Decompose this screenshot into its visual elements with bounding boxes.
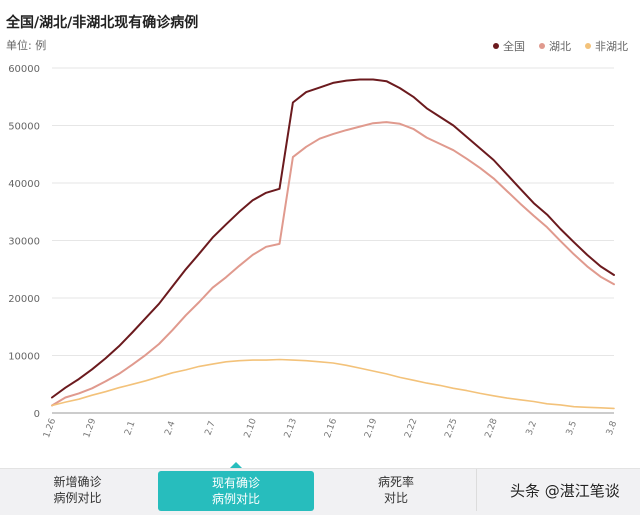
x-tick-label: 2.1 (123, 420, 137, 437)
x-tick-label: 2.10 (243, 417, 259, 440)
x-tick-label: 1.29 (82, 417, 98, 440)
y-tick-label: 30000 (8, 237, 40, 248)
series-line-non-hubei (51, 358, 615, 410)
x-tick-label: 2.16 (323, 417, 339, 440)
y-tick-label: 40000 (8, 179, 40, 190)
legend-dot-non-hubei (585, 43, 591, 49)
tab-current-confirmed[interactable]: 现有确诊 病例对比 (158, 471, 314, 511)
unit-label: 单位: 例 (6, 39, 47, 52)
legend-label-national: 全国 (503, 40, 525, 53)
tab-divider (476, 469, 477, 511)
x-tick-label: 2.19 (363, 417, 379, 440)
x-tick-label: 2.22 (403, 417, 419, 439)
x-tick-label: 3.8 (605, 420, 619, 437)
y-tick-label: 10000 (8, 352, 40, 363)
x-tick-label: 2.7 (204, 420, 218, 437)
tab-new-confirmed[interactable]: 新增确诊 病例对比 (53, 475, 102, 505)
legend-dot-national (493, 43, 499, 49)
x-tick-label: 3.5 (565, 420, 579, 437)
legend-item-national[interactable]: 全国 (493, 38, 525, 54)
x-tick-label: 2.13 (283, 417, 299, 439)
x-tick-label: 2.28 (484, 417, 500, 440)
x-tick-label: 1.26 (42, 417, 58, 440)
tab-bar: 新增确诊 病例对比 现有确诊 病例对比 病死率 对比 (0, 468, 640, 515)
legend-item-hubei[interactable]: 湖北 (539, 38, 571, 54)
chart-title: 全国/湖北/非湖北现有确诊病例 (6, 15, 199, 31)
x-tick-label: 2.4 (163, 420, 177, 437)
active-tab-pointer (230, 462, 242, 468)
x-tick-label: 2.25 (443, 417, 459, 439)
x-tick-label: 3.2 (525, 420, 539, 437)
legend-label-hubei: 湖北 (549, 40, 571, 53)
y-tick-label: 60000 (8, 64, 40, 75)
watermark: 头条 @湛江笔谈 (510, 482, 620, 500)
legend: 全国 湖北 非湖北 (493, 38, 628, 54)
series-line-hubei (51, 121, 615, 407)
y-tick-label: 0 (34, 409, 40, 420)
y-tick-label: 20000 (8, 294, 40, 305)
series-line-national (51, 78, 615, 399)
legend-dot-hubei (539, 43, 545, 49)
legend-label-non-hubei: 非湖北 (595, 40, 628, 53)
legend-item-non-hubei[interactable]: 非湖北 (585, 38, 628, 54)
y-tick-label: 50000 (8, 122, 40, 133)
line-chart: 0 10000 20000 30000 40000 50000 60000 1.26 1.29 2… (8, 64, 619, 440)
tab-fatality-rate[interactable]: 病死率 对比 (377, 475, 414, 505)
